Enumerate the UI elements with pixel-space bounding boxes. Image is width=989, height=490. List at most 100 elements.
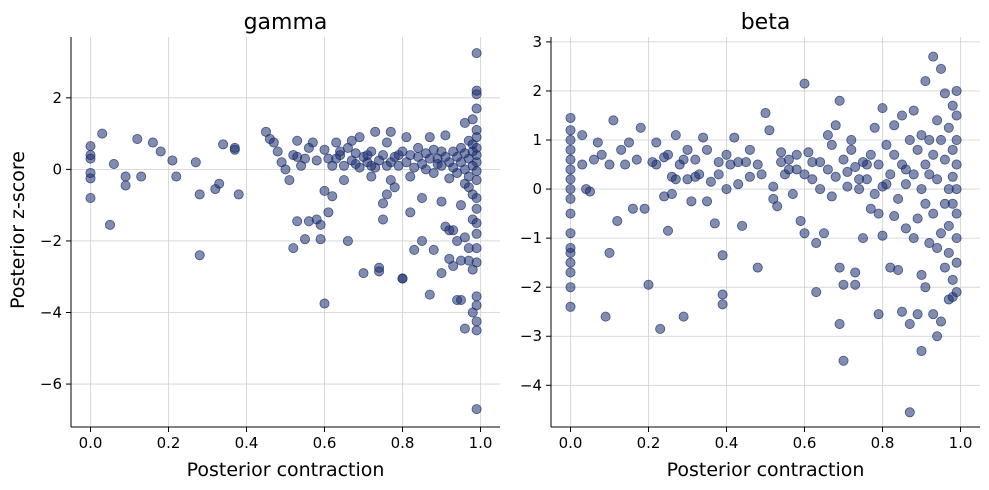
data-point [604,247,615,258]
data-point [335,150,346,161]
data-point [577,159,588,170]
data-point [409,162,420,173]
data-point [912,213,923,224]
data-point [834,262,845,273]
x-tick-label: 0.8 [871,434,895,452]
data-point [705,176,716,187]
data-point [471,291,482,302]
data-point [799,78,810,89]
data-point [401,132,412,143]
data-point [190,157,201,168]
data-point [471,404,482,415]
data-point [381,160,392,171]
data-point [448,225,459,236]
data-point [787,188,798,199]
data-point [939,88,950,99]
data-point [471,243,482,254]
data-point [702,144,713,155]
data-point [171,171,182,182]
data-point [448,146,459,157]
data-point [908,105,919,116]
data-point [424,132,435,143]
data-point [713,157,724,168]
data-point [721,149,732,160]
data-point [791,149,802,160]
data-point [709,218,720,229]
data-point [467,189,478,200]
y-tick-label: 2 [52,89,62,107]
data-point [471,48,482,59]
data-point [612,215,623,226]
data-point [120,171,131,182]
data-point [444,173,455,184]
data-point [565,267,576,278]
data-point [865,203,876,214]
y-tick-label: −2 [520,278,542,296]
data-point [877,230,888,241]
data-point [932,331,943,342]
data-point [639,203,650,214]
data-point [620,159,631,170]
data-point [830,171,841,182]
data-point [920,159,931,170]
data-point [448,260,459,271]
data-point [943,220,954,231]
data-point [635,122,646,133]
data-point [663,225,674,236]
data-point [850,267,861,278]
data-point [342,142,353,153]
data-point [588,154,599,165]
data-point [838,279,849,290]
data-point [690,154,701,165]
data-point [678,311,689,322]
data-point [296,160,307,171]
data-point [717,299,728,310]
y-tick-label: 1 [532,131,542,149]
data-point [717,250,728,261]
data-point [323,153,334,164]
data-point [951,85,962,96]
data-point [155,146,166,157]
data-point [467,114,478,125]
data-point [194,250,205,261]
data-point [939,262,950,273]
data-point [776,147,787,158]
data-point [670,174,681,185]
data-point [764,125,775,136]
data-point [811,287,822,298]
data-point [920,198,931,209]
data-point [455,200,466,211]
data-point [924,135,935,146]
data-point [834,318,845,329]
data-point [471,228,482,239]
data-point [428,244,439,255]
data-point [951,159,962,170]
data-point [916,269,927,280]
data-point [932,174,943,185]
data-point [916,130,927,141]
data-point [292,151,303,162]
data-point [858,233,869,244]
data-point [651,159,662,170]
data-point [366,171,377,182]
data-point [904,407,915,418]
data-point [702,196,713,207]
data-point [850,279,861,290]
data-point [752,159,763,170]
data-point [924,238,935,249]
data-point [624,137,635,148]
data-point [471,325,482,336]
data-point [900,179,911,190]
data-point [565,282,576,293]
data-point [319,298,330,309]
data-point [377,198,388,209]
data-point [943,184,954,195]
data-point [846,144,857,155]
data-point [280,164,291,175]
data-point [592,137,603,148]
data-point [370,126,381,137]
data-point [932,242,943,253]
data-point [838,355,849,366]
data-point [729,132,740,143]
y-tick-label: −4 [40,304,62,322]
